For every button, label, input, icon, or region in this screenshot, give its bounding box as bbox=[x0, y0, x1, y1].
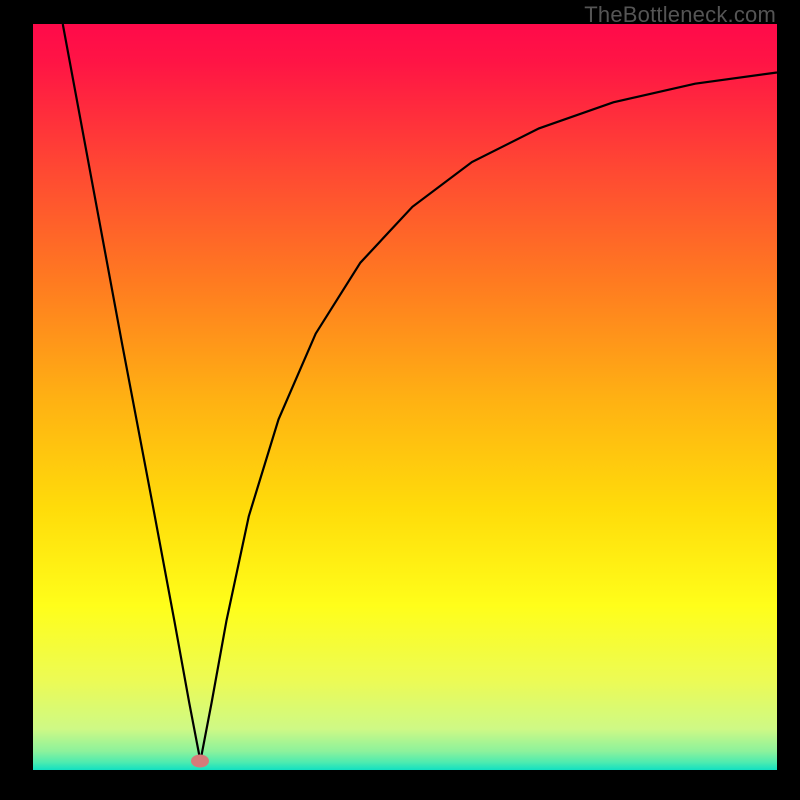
plot-svg bbox=[33, 24, 777, 770]
watermark-text: TheBottleneck.com bbox=[584, 2, 776, 28]
gradient-background bbox=[33, 24, 777, 770]
plot-area bbox=[33, 24, 777, 770]
chart-outer-frame: TheBottleneck.com bbox=[0, 0, 800, 800]
optimal-point-marker bbox=[191, 755, 209, 768]
